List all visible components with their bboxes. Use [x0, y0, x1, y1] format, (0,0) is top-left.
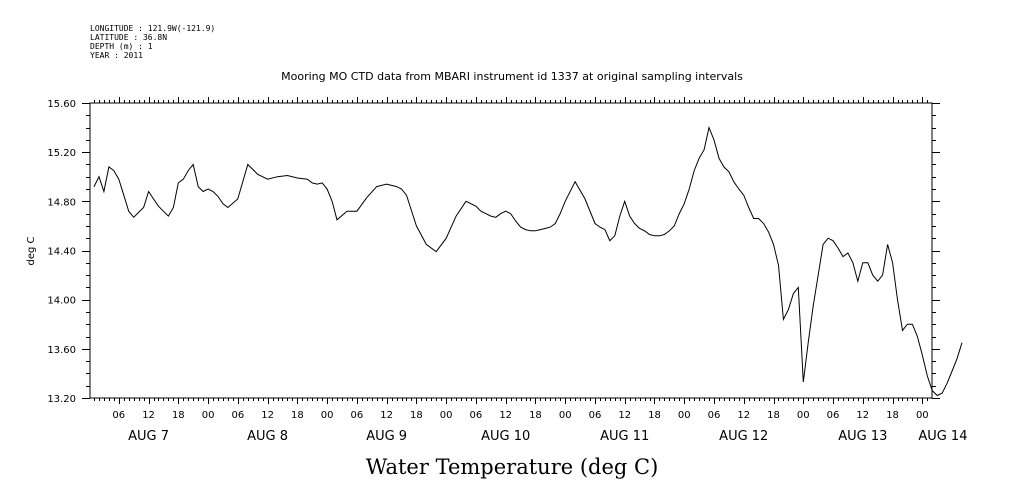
latitude-text: LATITUDE : 36.8N	[90, 33, 167, 42]
x-tick-label: 06	[470, 410, 483, 421]
x-tick-label: 00	[202, 410, 215, 421]
date-label: AUG 9	[366, 429, 407, 444]
x-tick-label: 00	[797, 410, 810, 421]
date-label: AUG 14	[918, 429, 967, 444]
x-tick-label: 00	[678, 410, 691, 421]
x-tick-label: 18	[767, 410, 780, 421]
x-tick-label: 00	[440, 410, 453, 421]
y-tick-label: 13.60	[47, 345, 76, 356]
date-label: AUG 11	[600, 429, 649, 444]
year-text: YEAR : 2011	[90, 51, 143, 60]
x-tick-label: 12	[142, 410, 155, 421]
y-tick-label: 13.20	[47, 394, 76, 405]
x-tick-label: 12	[499, 410, 512, 421]
x-tick-labels: 06 12 18 00 06 12 18 00 06 12 18 00 06 12 18 00 06 12 18 00…	[112, 410, 928, 421]
x-axis-label: Water Temperature (deg C)	[366, 455, 659, 479]
x-tick-label: 00	[916, 410, 929, 421]
date-label: AUG 10	[481, 429, 530, 444]
x-tick-label: 06	[351, 410, 364, 421]
x-tick-label: 18	[172, 410, 185, 421]
x-tick-label: 00	[321, 410, 334, 421]
date-label: AUG 12	[719, 429, 768, 444]
y-tick-label: 14.80	[47, 197, 76, 208]
x-tick-label: 06	[231, 410, 244, 421]
chart-title: Mooring MO CTD data from MBARI instrumen…	[281, 70, 743, 83]
date-label: AUG 7	[128, 429, 169, 444]
x-tick-label: 06	[827, 410, 840, 421]
x-tick-label: 06	[589, 410, 602, 421]
tick-marks	[82, 97, 940, 404]
x-tick-label: 18	[410, 410, 423, 421]
plot-frame	[89, 102, 933, 399]
y-tick-label: 14.00	[47, 296, 76, 307]
y-tick-labels: 13.20 13.60 14.00 14.40 14.80 15.20 15.60	[47, 99, 76, 405]
date-label: AUG 8	[247, 429, 288, 444]
x-tick-label: 12	[618, 410, 631, 421]
x-tick-label: 12	[380, 410, 393, 421]
x-tick-label: 12	[856, 410, 869, 421]
date-label: AUG 13	[838, 429, 887, 444]
x-tick-label: 18	[648, 410, 661, 421]
y-axis-label: deg C	[26, 236, 37, 265]
x-tick-label: 18	[529, 410, 542, 421]
date-labels: AUG 7 AUG 8 AUG 9 AUG 10 AUG 11 AUG 12 AUG 13 A…	[128, 429, 967, 444]
y-tick-label: 15.20	[47, 148, 76, 159]
longitude-text: LONGITUDE : 121.9W(-121.9)	[90, 24, 215, 33]
water-temperature-line	[93, 125, 963, 397]
y-tick-label: 15.60	[47, 99, 76, 110]
metadata-block: LONGITUDE : 121.9W(-121.9) LATITUDE : 36…	[90, 24, 215, 60]
x-tick-label: 06	[708, 410, 721, 421]
y-tick-label: 14.40	[47, 247, 76, 258]
x-tick-label: 12	[261, 410, 274, 421]
x-tick-label: 00	[559, 410, 572, 421]
x-tick-label: 18	[291, 410, 304, 421]
x-tick-label: 06	[112, 410, 125, 421]
x-tick-label: 12	[737, 410, 750, 421]
x-tick-label: 18	[886, 410, 899, 421]
depth-text: DEPTH (m) : 1	[90, 42, 153, 51]
